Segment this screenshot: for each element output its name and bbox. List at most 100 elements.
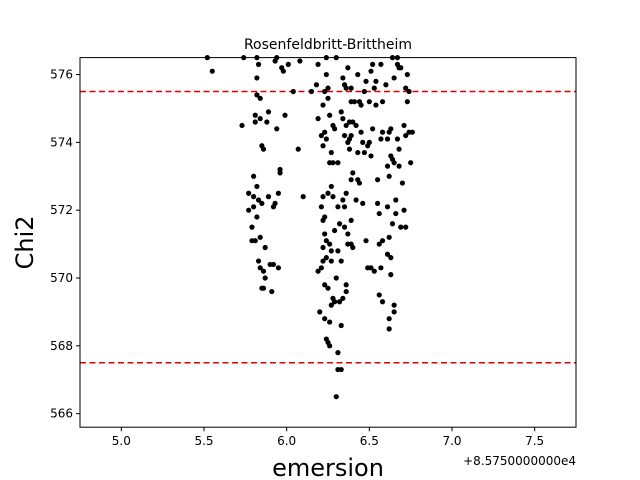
x-axis-ticks: 5.0 5.5 6.0 6.5 7.0 7.5 — [112, 427, 544, 448]
data-point — [327, 343, 333, 349]
data-point — [260, 285, 267, 291]
data-point — [343, 282, 349, 288]
x-tick-label: 7.5 — [525, 434, 544, 448]
data-point — [408, 160, 414, 166]
data-point — [252, 112, 258, 118]
data-point — [277, 170, 283, 176]
data-point — [338, 366, 344, 373]
data-point — [401, 207, 407, 213]
data-point — [391, 160, 397, 166]
data-point — [328, 248, 334, 254]
data-point — [368, 68, 374, 74]
data-point — [330, 194, 336, 200]
data-point — [358, 102, 364, 108]
data-point — [336, 221, 343, 227]
data-point — [379, 238, 386, 244]
data-point — [254, 214, 260, 220]
data-point — [375, 200, 381, 207]
data-point — [285, 61, 291, 67]
data-point — [350, 170, 356, 176]
x-axis-label: emersion — [272, 454, 384, 480]
data-point — [254, 183, 260, 190]
data-point — [386, 234, 392, 240]
data-point — [313, 82, 320, 88]
y-axis-ticks: 566 568 570 572 574 576 — [50, 68, 80, 421]
data-point — [252, 238, 258, 244]
data-point — [332, 227, 338, 234]
data-point — [209, 68, 215, 74]
data-point — [328, 258, 334, 264]
data-point — [322, 282, 328, 288]
data-point — [409, 129, 415, 135]
chart-title: Rosenfeldbritt-Brittheim — [244, 37, 412, 53]
data-point — [386, 316, 392, 322]
x-tick-label: 7.0 — [442, 434, 461, 448]
y-tick-label: 576 — [50, 68, 73, 82]
y-tick-label: 572 — [50, 203, 73, 217]
data-point — [264, 119, 270, 125]
data-point — [322, 231, 328, 237]
data-point — [378, 61, 384, 67]
data-point — [355, 149, 361, 156]
data-point — [393, 197, 399, 203]
data-point — [348, 177, 354, 183]
data-point — [350, 244, 356, 251]
data-point — [403, 85, 409, 91]
data-point — [393, 210, 399, 217]
data-point — [386, 326, 392, 332]
data-point — [370, 61, 376, 67]
data-point — [383, 82, 389, 88]
data-point — [335, 160, 341, 166]
data-point — [406, 88, 412, 95]
data-point — [340, 295, 346, 301]
data-point — [328, 183, 334, 190]
data-point — [391, 302, 397, 308]
data-point — [328, 149, 334, 156]
data-point — [379, 99, 386, 105]
data-point — [343, 190, 349, 196]
data-point — [384, 204, 391, 210]
data-point — [388, 126, 394, 132]
data-point — [323, 255, 329, 261]
y-tick-label: 570 — [50, 271, 73, 285]
data-point — [320, 102, 326, 108]
data-point — [262, 244, 268, 251]
data-point — [384, 136, 391, 142]
data-point — [403, 132, 409, 139]
data-point — [327, 112, 333, 118]
data-point — [368, 153, 374, 159]
data-point — [376, 210, 382, 217]
data-point — [322, 88, 328, 95]
data-point — [332, 299, 338, 305]
data-point — [318, 265, 324, 271]
data-point — [348, 217, 354, 223]
data-point — [361, 149, 367, 156]
data-point — [340, 75, 346, 81]
data-point — [282, 112, 288, 118]
data-point — [297, 58, 303, 64]
data-point — [404, 71, 410, 78]
data-point — [257, 116, 263, 122]
data-point — [300, 194, 306, 200]
data-point — [315, 116, 321, 122]
data-point — [370, 126, 376, 132]
data-point — [345, 231, 351, 237]
data-point — [399, 180, 405, 186]
data-point — [251, 173, 257, 179]
data-point — [341, 224, 348, 230]
data-point — [323, 136, 329, 142]
data-point — [252, 119, 258, 125]
y-tick-label: 574 — [50, 135, 73, 149]
data-point — [378, 265, 384, 271]
data-point — [320, 244, 326, 251]
data-point — [348, 132, 354, 139]
data-point — [330, 160, 336, 166]
data-point — [371, 268, 377, 274]
data-point — [318, 132, 324, 139]
data-point — [350, 119, 356, 125]
data-point — [322, 316, 328, 322]
data-point — [259, 200, 265, 207]
data-point — [327, 241, 333, 247]
data-point — [353, 122, 359, 129]
